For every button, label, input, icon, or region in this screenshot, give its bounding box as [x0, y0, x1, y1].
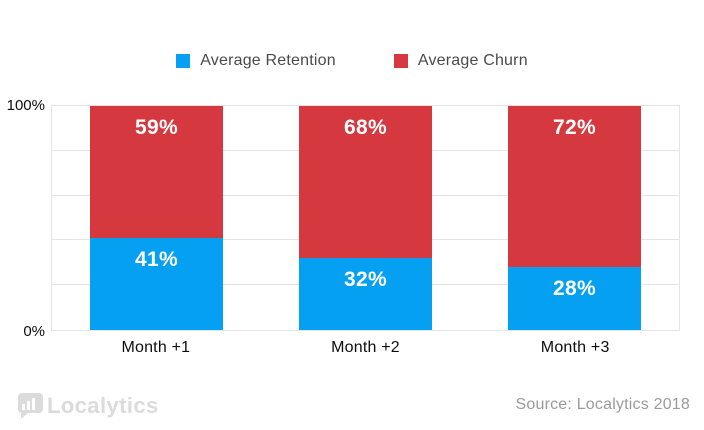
bar-group: 59% 41%: [52, 106, 261, 330]
churn-swatch-icon: [393, 54, 408, 68]
stacked-bar: 68% 32%: [299, 106, 432, 330]
bar-value-label: 59%: [135, 116, 178, 139]
x-axis-label-2: Month +2: [331, 339, 400, 356]
bar-value-label: 41%: [135, 248, 178, 272]
localytics-logo: Localytics: [17, 392, 159, 419]
bar-value-label: 72%: [553, 116, 596, 139]
source-attribution: Source: Localytics 2018: [515, 396, 690, 413]
stacked-bar: 72% 28%: [508, 106, 641, 330]
localytics-logo-bubble-chart-icon: [18, 393, 43, 419]
bar-segment-average-churn: 59%: [90, 106, 223, 239]
bar-segment-average-retention: 28%: [508, 267, 641, 330]
legend-label-churn: Average Churn: [417, 52, 528, 69]
bar-group: 68% 32%: [261, 106, 470, 330]
y-axis-tick-100: 100%: [6, 97, 45, 114]
bar-segment-average-retention: 41%: [90, 238, 223, 330]
retention-swatch-icon: [176, 54, 191, 68]
y-axis-tick-0: 0%: [23, 323, 45, 340]
plot-area: 59% 41% 68% 32% 72% 28%: [51, 105, 680, 331]
bar-segment-average-churn: 68%: [299, 106, 432, 259]
bar-group: 72% 28%: [470, 106, 679, 330]
legend-item-churn: Average Churn: [393, 52, 528, 70]
x-axis-label-1: Month +1: [121, 339, 191, 356]
x-axis-labels: Month +1 Month +2 Month +3: [51, 339, 680, 357]
legend-item-retention: Average Retention: [176, 52, 336, 70]
legend: Average Retention Average Churn: [0, 52, 704, 70]
localytics-logo-text: Localytics: [47, 392, 159, 418]
bar-segment-average-churn: 72%: [508, 106, 641, 268]
bar-value-label: 32%: [344, 268, 387, 292]
bar-value-label: 28%: [553, 277, 596, 301]
bar-segment-average-retention: 32%: [299, 258, 432, 330]
bar-groups: 59% 41% 68% 32% 72% 28%: [52, 106, 679, 330]
legend-label-retention: Average Retention: [200, 52, 336, 69]
stacked-bar: 59% 41%: [90, 106, 223, 330]
bar-value-label: 68%: [344, 116, 387, 139]
x-axis-label-3: Month +3: [540, 339, 610, 356]
